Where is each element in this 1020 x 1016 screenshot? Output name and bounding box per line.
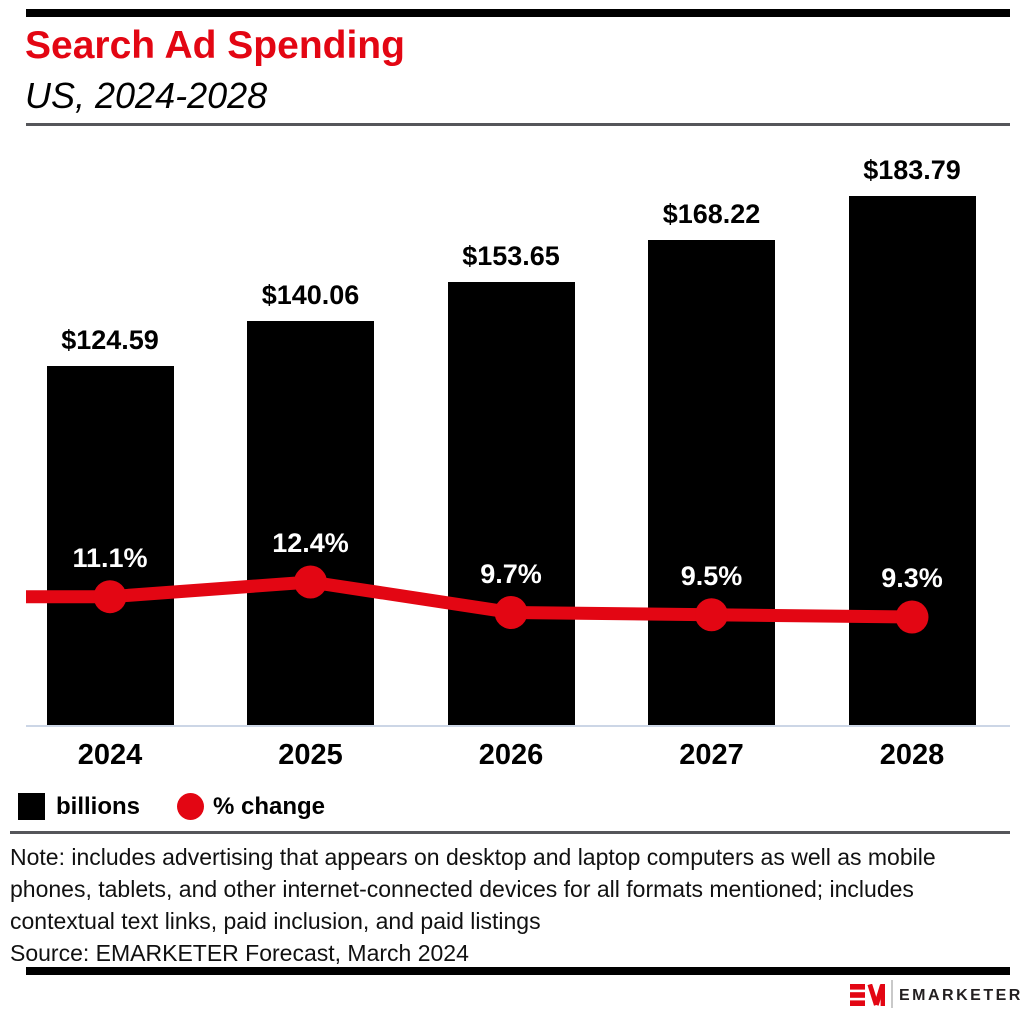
bar-value-label-2025: $140.06 <box>261 280 360 311</box>
pct-change-label-2028: 9.3% <box>881 563 943 594</box>
pct-change-label-2026: 9.7% <box>480 558 542 589</box>
legend-label-billions: billions <box>56 793 140 820</box>
x-axis-label-2024: 2024 <box>77 739 143 771</box>
bar-value-label-2024: $124.59 <box>61 325 159 356</box>
bottom-rule <box>26 967 1010 975</box>
trend-point-2028 <box>895 600 929 634</box>
note-divider <box>10 831 1010 834</box>
bar-2024 <box>46 366 174 725</box>
source-text: Source: EMARKETER Forecast, March 2024 <box>10 940 469 966</box>
x-axis-label-2025: 2025 <box>278 739 343 771</box>
bar-value-label-2026: $153.65 <box>462 241 560 272</box>
trend-point-2025 <box>294 565 327 599</box>
bar-2026 <box>447 282 575 725</box>
header-divider <box>26 123 1010 126</box>
x-axis-baseline <box>26 725 1010 727</box>
legend-swatch-billions-square <box>18 793 45 820</box>
trend-point-2024 <box>93 580 127 614</box>
emarketer-monogram-icon <box>850 984 885 1006</box>
bar-2028 <box>848 195 976 725</box>
bar-2027 <box>648 240 775 725</box>
monogram-e <box>850 984 865 1006</box>
emarketer-wordmark: EMARKETER <box>899 987 1020 1004</box>
logo-divider <box>891 980 893 1008</box>
pct-change-label-2027: 9.5% <box>680 560 743 591</box>
emarketer-logo: EMARKETER <box>850 978 1020 1012</box>
note-line-1: Note: includes advertising that appears … <box>10 844 936 870</box>
trend-point-2027 <box>695 598 728 632</box>
bar-2025 <box>247 321 374 725</box>
monogram-m <box>867 984 885 1006</box>
note-line-2: phones, tablets, and other internet-conn… <box>10 876 914 902</box>
top-rule <box>26 9 1010 17</box>
x-axis-label-2027: 2027 <box>679 739 744 771</box>
note-line-3: contextual text links, paid inclusion, a… <box>10 908 541 934</box>
x-axis-label-2026: 2026 <box>478 739 544 771</box>
x-axis-label-2028: 2028 <box>879 739 945 771</box>
chart-subtitle: US, 2024-2028 <box>25 75 268 116</box>
pct-change-label-2025: 12.4% <box>272 528 349 558</box>
legend-swatch-pct-change-circle <box>177 793 204 820</box>
bar-value-label-2028: $183.79 <box>863 154 961 185</box>
bar-value-label-2027: $168.22 <box>662 199 761 230</box>
trend-point-2026 <box>494 596 528 630</box>
legend-label-pct-change: % change <box>213 793 326 820</box>
pct-change-label-2024: 11.1% <box>72 542 148 573</box>
chart-title: Search Ad Spending <box>25 24 405 67</box>
note-text: Note: includes advertising that appears … <box>10 841 1014 937</box>
